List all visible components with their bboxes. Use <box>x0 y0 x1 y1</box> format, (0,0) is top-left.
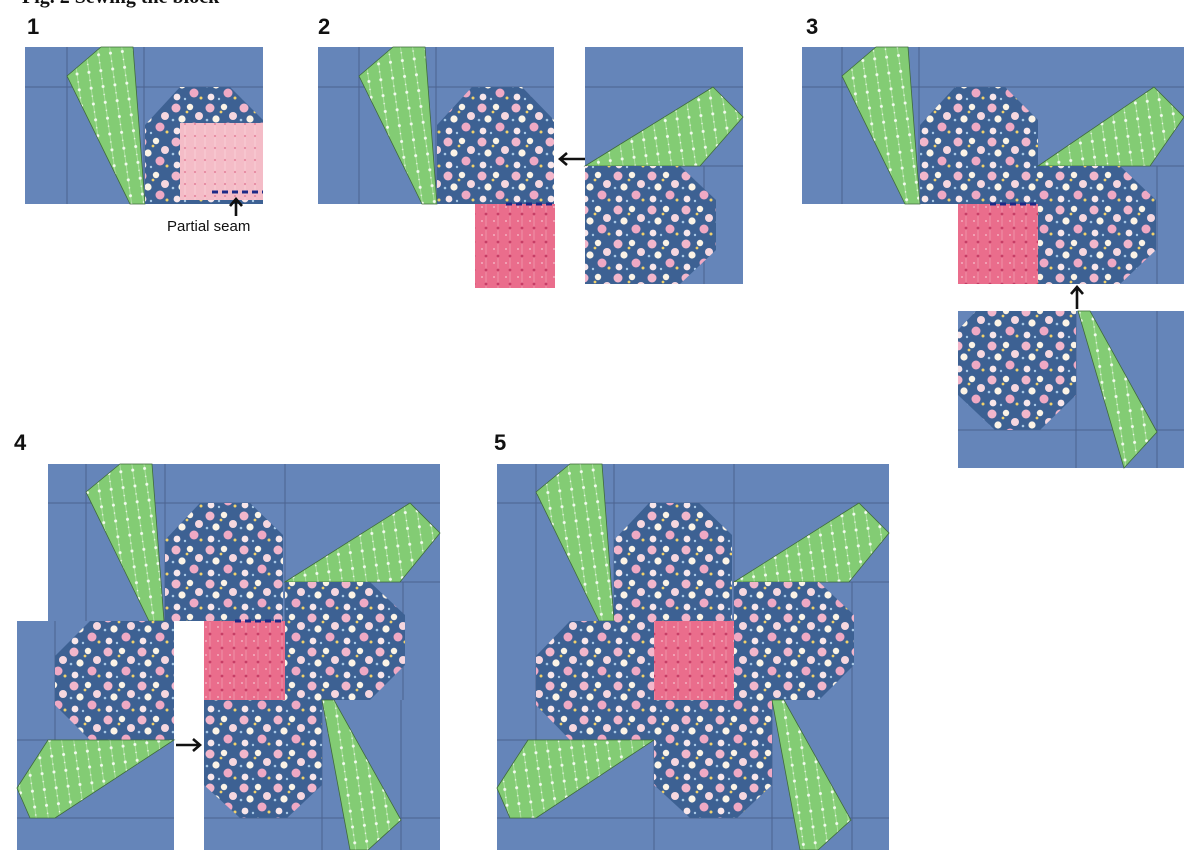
step-number-5: 5 <box>494 430 507 455</box>
step-4-bottom-right-unit <box>204 699 440 850</box>
step-number-2: 2 <box>318 14 331 39</box>
pink-center-square <box>180 123 263 200</box>
leaf-piece <box>771 699 852 850</box>
floral-petal <box>958 311 1076 430</box>
arrow-icon <box>558 152 585 166</box>
arrow-icon <box>176 738 202 752</box>
leaf-piece <box>841 46 921 205</box>
step-4-left-unit <box>16 621 176 850</box>
pink-center-square <box>654 621 734 700</box>
floral-petal <box>536 621 654 740</box>
floral-petal <box>734 582 854 700</box>
leaf-piece <box>16 739 176 819</box>
partial-seam-caption: Partial seam <box>167 218 251 235</box>
leaf-piece <box>321 699 402 850</box>
arrow-icon <box>1070 285 1084 309</box>
step-1-unit <box>25 46 263 216</box>
pink-center-square <box>475 204 555 288</box>
floral-petal <box>654 700 772 818</box>
step-5-finished-block <box>496 463 890 850</box>
leaf-piece <box>496 739 656 819</box>
floral-petal <box>585 166 716 284</box>
figure-title-partial: Fig. 2 Sewing the block <box>22 0 219 9</box>
step-number-3: 3 <box>806 14 819 39</box>
floral-petal <box>920 87 1038 204</box>
floral-petal <box>165 503 283 621</box>
step-number-4: 4 <box>14 430 27 455</box>
floral-petal <box>437 87 554 204</box>
pink-center-square <box>204 621 285 700</box>
step-3-bottom-unit <box>958 310 1184 469</box>
step-number-1: 1 <box>27 14 40 39</box>
step-4-top-unit <box>48 463 441 700</box>
arrow-icon <box>229 197 243 216</box>
leaf-piece <box>66 46 146 205</box>
floral-petal <box>285 582 405 700</box>
floral-petal <box>1038 166 1156 284</box>
floral-petal <box>55 621 174 740</box>
floral-petal <box>614 503 732 621</box>
step-2-right-unit <box>583 47 744 284</box>
step-3-top-unit <box>802 46 1184 284</box>
step-2-left-unit <box>318 46 555 288</box>
leaf-piece <box>358 46 438 205</box>
floral-petal <box>204 700 322 818</box>
leaf-piece <box>535 463 615 622</box>
leaf-piece <box>1077 310 1158 469</box>
pink-center-square <box>958 204 1038 284</box>
leaf-piece <box>85 463 165 622</box>
